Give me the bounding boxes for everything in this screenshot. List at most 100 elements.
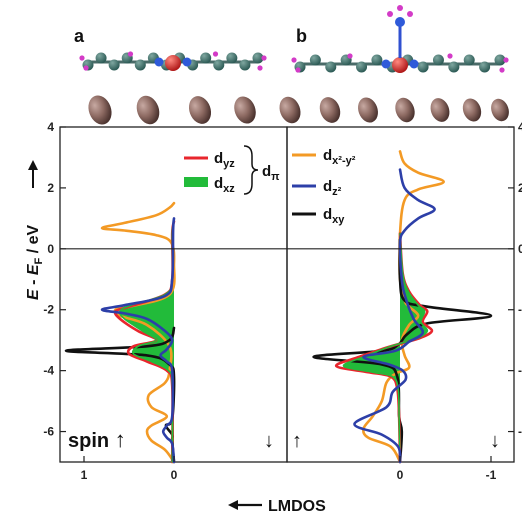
spin-arrow-a-down: ↓ xyxy=(264,430,274,452)
molecule-nitrogen-atom xyxy=(182,57,192,67)
ligand-hydrogen-atom xyxy=(407,11,413,17)
molecule-carbon-atom xyxy=(200,52,212,64)
substrate-atom xyxy=(430,98,450,122)
legend-b: dx²-y² dz² dxy xyxy=(292,147,356,226)
molecule-hydrogen-atom xyxy=(499,67,505,73)
panel-b-curves xyxy=(312,150,493,464)
panel-a-dx2y2-line xyxy=(100,201,176,464)
substrate-atom xyxy=(279,96,301,124)
molecule-carbon-atom xyxy=(95,52,107,64)
panel-label-a: a xyxy=(74,26,85,46)
substrate-atom xyxy=(395,97,415,123)
substrate-atom xyxy=(358,97,378,123)
legend-dpi-label: dπ xyxy=(262,163,280,183)
molecule-nitrogen-atom xyxy=(381,59,391,69)
molecule-carbon-atom xyxy=(252,52,264,64)
molecule-carbon-atom xyxy=(479,61,491,73)
legend-dxz-swatch xyxy=(184,177,208,187)
ytick-label-left: -6 xyxy=(43,425,54,439)
molecule-carbon-atom xyxy=(134,59,146,71)
legend-dx2y2-label: dx²-y² xyxy=(323,147,356,167)
molecule-carbon-atom xyxy=(356,61,368,73)
panel-b-dyz-line xyxy=(334,232,434,464)
panel-a-dxz-fill xyxy=(119,221,174,462)
ytick-label-left: -4 xyxy=(43,364,54,378)
ytick-label-left: 2 xyxy=(47,181,54,195)
molecule-hydrogen-atom xyxy=(347,53,353,59)
ligand-hydrogen-atom xyxy=(397,5,403,11)
molecule-metal-atom xyxy=(165,55,181,71)
ytick-label-left: 0 xyxy=(47,242,54,256)
molecule-carbon-atom xyxy=(309,54,321,66)
molecule-hydrogen-atom xyxy=(295,67,301,73)
molecule-a-illustration xyxy=(79,51,267,71)
substrate-atom xyxy=(136,95,160,125)
ligand-hydrogen-atom xyxy=(387,11,393,17)
ytick-label-right: -6 xyxy=(518,425,522,439)
substrate-atom xyxy=(188,96,212,124)
molecule-carbon-atom xyxy=(417,61,429,73)
molecule-hydrogen-atom xyxy=(447,53,453,59)
panel-a-curves xyxy=(64,201,176,464)
substrate-atom xyxy=(88,95,112,125)
molecule-b-illustration xyxy=(291,5,509,73)
panel-b-dx2y2-line xyxy=(362,150,445,464)
molecule-metal-atom xyxy=(392,57,408,73)
ytick-label-right: -2 xyxy=(518,303,522,317)
molecule-hydrogen-atom xyxy=(261,55,267,61)
substrate-atom xyxy=(491,98,509,122)
molecule-nitrogen-atom xyxy=(154,57,164,67)
substrate-atom-row xyxy=(88,95,509,125)
panel-b-dxz-fill xyxy=(343,233,428,462)
ytick-label-right: 2 xyxy=(518,181,522,195)
xtick-label-a: 1 xyxy=(81,468,88,482)
legend-dxy-label: dxy xyxy=(323,206,345,226)
substrate-atom xyxy=(462,98,482,122)
axes: 4 4 2 2 0 0 -2 -2 -4 -4 -6 -6 1 0 0 -1 xyxy=(43,120,522,482)
panel-a-dz2-line xyxy=(100,217,176,464)
molecule-carbon-atom xyxy=(325,61,337,73)
molecule-hydrogen-atom xyxy=(83,65,89,71)
ytick-label-left: -2 xyxy=(43,303,54,317)
molecule-hydrogen-atom xyxy=(503,57,509,63)
panel-b-dz2-line xyxy=(353,168,436,464)
spin-label: spin ↑ xyxy=(68,427,126,452)
ligand-nitrogen-atom xyxy=(395,17,405,27)
substrate-atom xyxy=(319,97,341,123)
y-axis-label: E - EF / eV xyxy=(25,160,45,300)
ytick-label-right: 4 xyxy=(518,120,522,134)
spin-arrow-b-down: ↓ xyxy=(490,430,500,452)
legend-brace xyxy=(243,145,259,195)
molecule-hydrogen-atom xyxy=(257,65,263,71)
legend-dz2-label: dz² xyxy=(323,178,342,198)
ytick-label-right: 0 xyxy=(518,242,522,256)
molecule-carbon-atom xyxy=(108,59,120,71)
molecule-carbon-atom xyxy=(432,54,444,66)
substrate-atom xyxy=(234,96,256,124)
svg-text:E - EF / eV: E - EF / eV xyxy=(25,224,45,300)
panel-label-b: b xyxy=(296,26,307,46)
xtick-label-a: 0 xyxy=(171,468,178,482)
x-axis-label: LMDOS xyxy=(228,498,326,515)
spin-arrow-b-up: ↑ xyxy=(292,430,302,452)
ytick-label-right: -4 xyxy=(518,364,522,378)
legend-dxz-label: dxz xyxy=(214,175,235,195)
svg-text:LMDOS: LMDOS xyxy=(268,498,326,515)
molecule-hydrogen-atom xyxy=(291,57,297,63)
molecule-hydrogen-atom xyxy=(79,55,85,61)
ytick-label-left: 4 xyxy=(47,120,54,134)
molecule-carbon-atom xyxy=(239,59,251,71)
legend-dyz-label: dyz xyxy=(214,150,235,170)
molecule-hydrogen-atom xyxy=(127,51,134,57)
molecule-carbon-atom xyxy=(463,54,475,66)
molecule-carbon-atom xyxy=(226,52,238,64)
molecule-carbon-atom xyxy=(448,61,460,73)
xtick-label-b: -1 xyxy=(486,468,497,482)
molecule-carbon-atom xyxy=(371,54,383,66)
molecule-carbon-atom xyxy=(213,59,225,71)
molecule-nitrogen-atom xyxy=(409,59,419,69)
molecule-hydrogen-atom xyxy=(212,51,219,57)
molecule-carbon-atom xyxy=(494,54,506,66)
panel-b-dxz-line xyxy=(342,232,429,463)
